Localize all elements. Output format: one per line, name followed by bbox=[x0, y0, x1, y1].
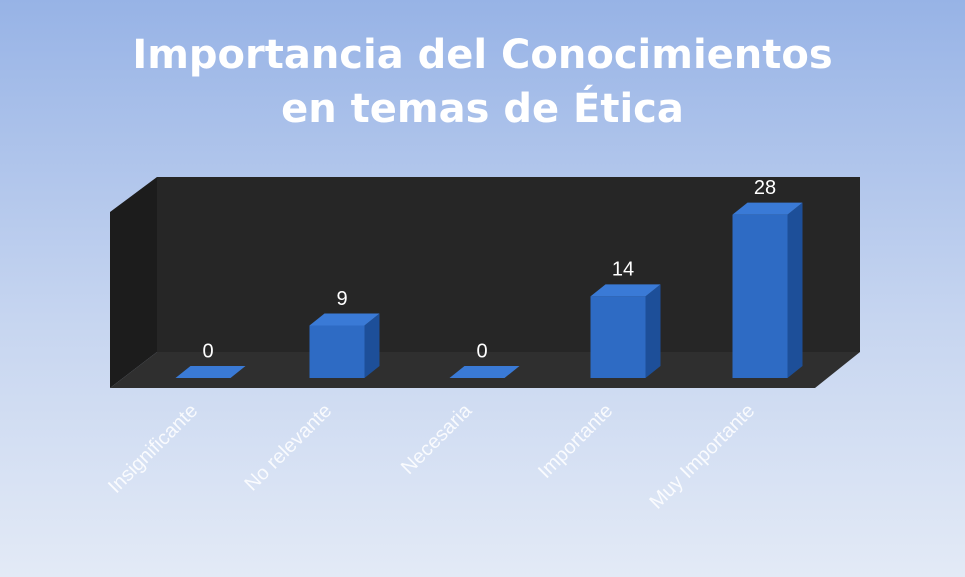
bar-front bbox=[732, 214, 788, 378]
bar bbox=[449, 366, 520, 378]
bar-top bbox=[175, 366, 246, 378]
bar bbox=[732, 202, 803, 378]
value-label: 28 bbox=[754, 177, 776, 199]
bar bbox=[175, 366, 246, 378]
bar bbox=[590, 284, 661, 378]
bar-top bbox=[732, 202, 803, 215]
bar bbox=[309, 313, 380, 378]
bar-side bbox=[645, 284, 661, 378]
bar-top bbox=[309, 313, 380, 326]
x-tick-label: No relevante bbox=[241, 400, 337, 496]
value-label: 0 bbox=[476, 340, 487, 362]
chart-title: Importancia del Conocimientos en temas d… bbox=[132, 32, 833, 132]
bar-top bbox=[449, 366, 520, 378]
bar-side bbox=[364, 313, 380, 378]
value-label: 9 bbox=[336, 288, 347, 310]
bar-front bbox=[590, 296, 646, 378]
x-tick-label: Importante bbox=[534, 400, 617, 483]
bar-top bbox=[590, 284, 661, 297]
x-tick-label: Muy Importante bbox=[645, 400, 759, 514]
x-tick-label: Necesaria bbox=[397, 399, 477, 479]
value-label: 0 bbox=[202, 340, 213, 362]
bar-front bbox=[309, 325, 365, 378]
value-label: 14 bbox=[612, 259, 634, 281]
back-wall bbox=[157, 177, 860, 352]
bar-side bbox=[787, 202, 803, 378]
x-tick-label: Insignificante bbox=[104, 400, 202, 498]
side-wall bbox=[110, 177, 157, 388]
